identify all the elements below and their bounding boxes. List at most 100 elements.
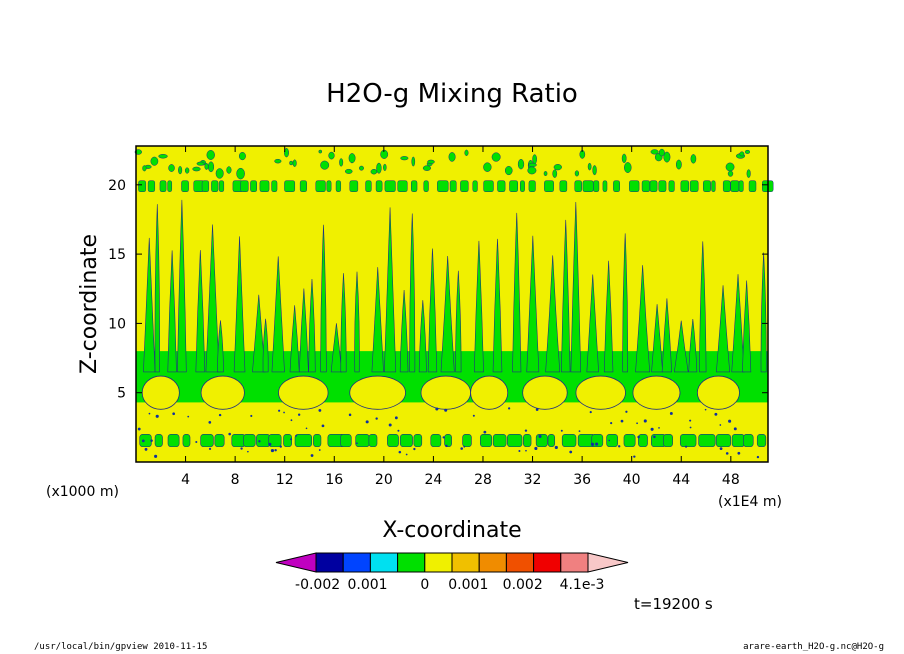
contour-blob (532, 154, 537, 165)
contour-blob (748, 180, 757, 192)
contour-blob (427, 159, 435, 164)
contour-speck (589, 411, 592, 414)
plot-area (134, 145, 774, 463)
contour-speck (279, 445, 282, 448)
contour-blob (313, 433, 322, 448)
contour-speck (590, 442, 595, 446)
contour-blob (602, 180, 608, 192)
contour-blob (621, 153, 627, 164)
contour-blob (411, 156, 416, 167)
contour-blob (711, 180, 716, 192)
contour-blob (462, 433, 472, 448)
contour-speck (228, 432, 232, 436)
contour-blob (215, 168, 224, 179)
x-tick-label: 8 (231, 472, 240, 488)
contour-blob (591, 433, 604, 448)
contour-plume (699, 241, 707, 373)
contour-blob (680, 180, 690, 192)
y-tick-label: 5 (117, 386, 126, 402)
contour-speck (669, 412, 673, 415)
contour-blob (582, 180, 594, 192)
contour-blob (517, 158, 525, 170)
contour-blob (384, 180, 396, 192)
contour-blob (182, 433, 191, 448)
contour-blob (430, 433, 442, 448)
contour-speck (247, 450, 249, 453)
x-tick-label: 44 (672, 472, 690, 488)
contour-blob (284, 148, 289, 158)
contour-blob (150, 156, 159, 166)
plot-background (136, 146, 768, 462)
contour-blob (658, 180, 667, 192)
contour-speck (633, 455, 636, 458)
contour-blob (178, 166, 183, 175)
contour-gap (522, 375, 568, 410)
contour-plume (760, 252, 767, 373)
contour-blob (200, 433, 214, 448)
x-tick-label: 36 (573, 472, 591, 488)
contour-blob (154, 433, 163, 448)
contour-blob (349, 180, 359, 192)
contour-speck (405, 453, 408, 456)
footer-right: arare-earth_H2O-g.nc@H2O-g (743, 642, 884, 652)
contour-speck (472, 414, 475, 417)
contour-speck (283, 411, 285, 414)
contour-blob (256, 433, 271, 448)
contour-blob (365, 180, 372, 192)
contour-blob (479, 433, 493, 448)
contour-speck (297, 413, 301, 416)
contour-speck (689, 419, 692, 422)
contour-blob (348, 153, 356, 164)
contour-blob (139, 433, 152, 448)
contour-speck (274, 448, 277, 452)
contour-plume (308, 279, 316, 373)
contour-blob (553, 164, 562, 171)
contour-speck (704, 408, 707, 411)
contour-plume (716, 285, 731, 373)
contour-speck (290, 438, 293, 441)
y-tick-label: 20 (108, 178, 126, 194)
contour-blob (399, 433, 413, 448)
contour-fill-layer (134, 148, 774, 448)
contour-blob (218, 180, 225, 192)
y-axis-label: Z-coordinate (77, 234, 102, 374)
colorbar-swatch (315, 552, 344, 573)
contour-blob (207, 161, 215, 173)
contour-speck (356, 442, 358, 445)
contour-blob (460, 180, 469, 192)
contour-blob (387, 433, 399, 448)
contour-speck (733, 427, 737, 431)
contour-blob (423, 180, 429, 192)
contour-blob (731, 433, 745, 448)
contour-plume (651, 304, 663, 373)
colorbar-tick-label: 0 (420, 577, 429, 593)
contour-gap (349, 375, 406, 410)
contour-speck (714, 412, 718, 416)
colorbar-swatch (533, 552, 562, 573)
contour-blob (147, 180, 156, 192)
contour-blob (250, 180, 257, 192)
contour-blob (448, 152, 456, 162)
contour-plume (455, 270, 462, 373)
contour-blob (593, 180, 600, 192)
contour-blob (422, 165, 432, 171)
contour-blob (559, 180, 568, 192)
contour-plume (217, 320, 224, 373)
contour-blob (509, 180, 518, 192)
contour-blob (528, 180, 536, 192)
contour-blob (679, 433, 697, 448)
contour-blob (326, 180, 332, 192)
contour-plume (340, 273, 347, 373)
contour-plume (384, 207, 397, 373)
contour-blob (268, 433, 282, 448)
contour-plume (570, 202, 582, 373)
colorbar-max-arrow (587, 552, 629, 573)
colorbar-tick-label: -0.002 (295, 577, 340, 593)
contour-blob (437, 180, 449, 192)
contour-gap (575, 375, 626, 410)
contour-blob (698, 433, 716, 448)
contour-plume (427, 248, 438, 373)
contour-plume (440, 256, 455, 373)
contour-blob (527, 166, 537, 175)
